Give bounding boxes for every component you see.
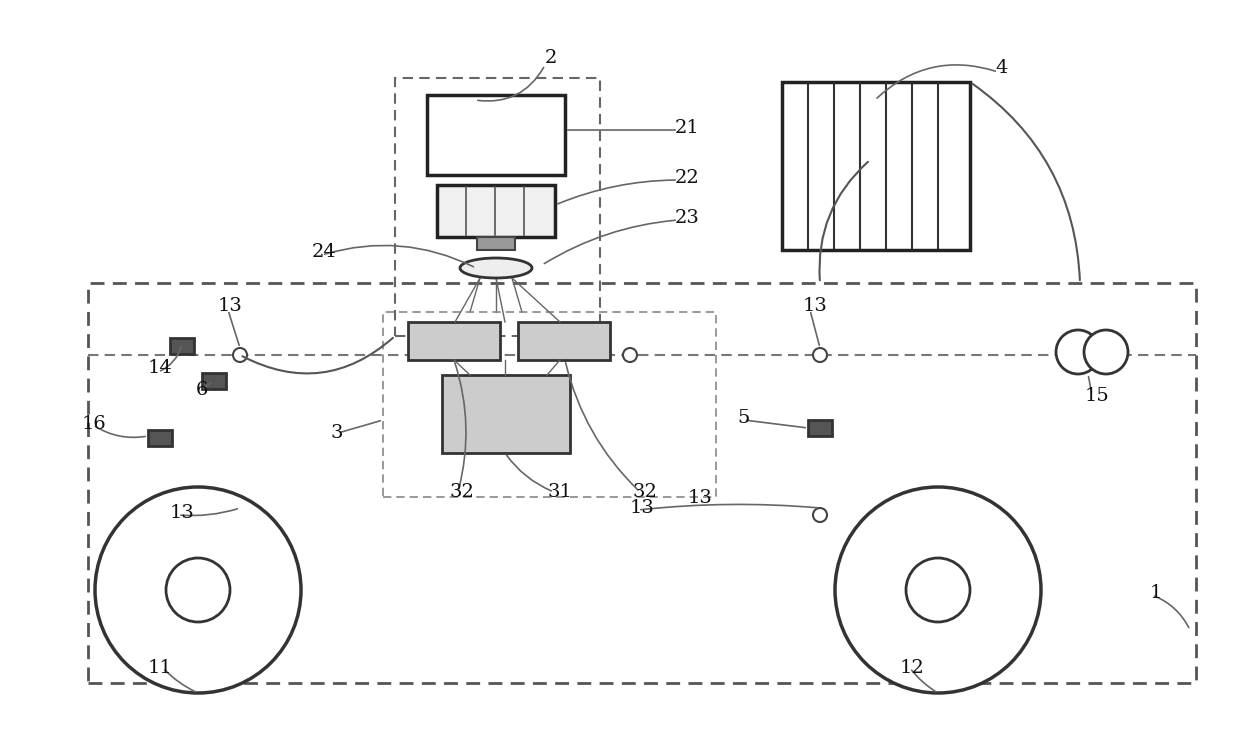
Text: 1: 1 xyxy=(1149,584,1162,602)
Bar xyxy=(808,420,832,436)
Bar xyxy=(436,185,556,237)
Circle shape xyxy=(813,348,827,362)
Bar xyxy=(148,430,172,446)
Text: 11: 11 xyxy=(148,659,172,677)
Text: 16: 16 xyxy=(82,415,107,433)
Bar xyxy=(477,237,515,250)
Text: 31: 31 xyxy=(548,483,573,501)
Bar xyxy=(427,95,565,175)
Circle shape xyxy=(166,558,229,622)
Text: 5: 5 xyxy=(737,409,749,427)
Bar xyxy=(396,78,600,336)
Circle shape xyxy=(835,487,1042,693)
Text: 13: 13 xyxy=(630,499,655,517)
Circle shape xyxy=(95,487,301,693)
Bar xyxy=(518,322,610,360)
Bar xyxy=(383,312,715,497)
Text: 13: 13 xyxy=(170,504,195,522)
Circle shape xyxy=(233,508,247,522)
Bar xyxy=(202,373,226,389)
Text: 3: 3 xyxy=(330,424,342,442)
Ellipse shape xyxy=(460,258,532,278)
Text: 24: 24 xyxy=(312,243,337,261)
Bar xyxy=(441,375,570,453)
Circle shape xyxy=(1084,330,1128,374)
Text: 2: 2 xyxy=(546,49,557,67)
Bar xyxy=(408,322,500,360)
Text: 15: 15 xyxy=(1085,387,1110,405)
Circle shape xyxy=(813,508,827,522)
Text: 13: 13 xyxy=(218,297,243,315)
Text: 23: 23 xyxy=(675,209,699,227)
Text: 21: 21 xyxy=(675,119,699,137)
Text: 6: 6 xyxy=(196,381,208,399)
Text: 32: 32 xyxy=(450,483,475,501)
Circle shape xyxy=(233,348,247,362)
Circle shape xyxy=(906,558,970,622)
Bar xyxy=(170,338,193,354)
Text: 4: 4 xyxy=(994,59,1007,77)
Circle shape xyxy=(622,348,637,362)
Bar xyxy=(782,82,970,250)
Circle shape xyxy=(1056,330,1100,374)
Text: 12: 12 xyxy=(900,659,925,677)
Text: 13: 13 xyxy=(688,489,713,507)
Text: 32: 32 xyxy=(632,483,658,501)
Text: 22: 22 xyxy=(675,169,699,187)
Bar xyxy=(88,283,1197,683)
Text: 13: 13 xyxy=(804,297,828,315)
Text: 14: 14 xyxy=(148,359,172,377)
